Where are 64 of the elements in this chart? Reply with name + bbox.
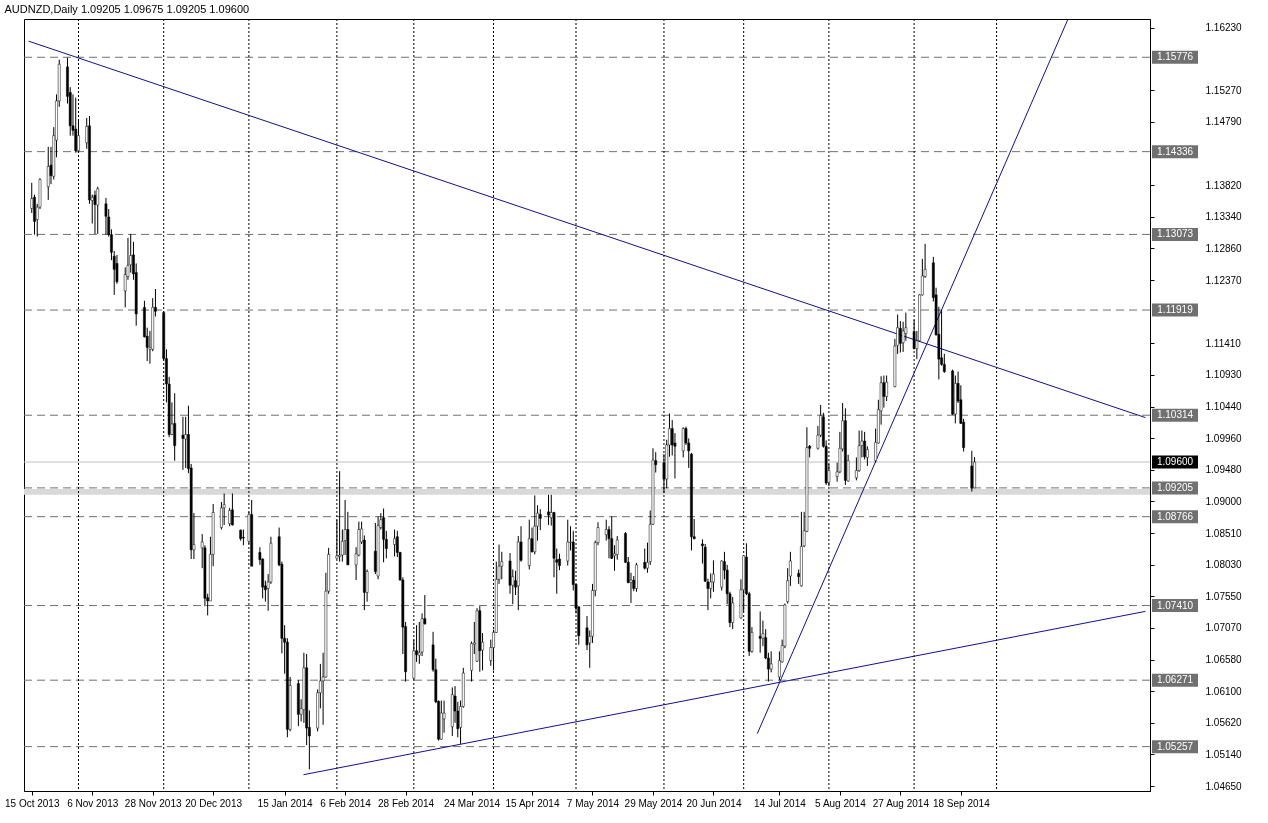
x-tick-label: 7 May 2014: [566, 797, 620, 809]
y-tick-label: 1.11410: [1205, 337, 1242, 349]
candlestick: [547, 494, 550, 526]
y-tick-label: 1.09960: [1205, 432, 1243, 444]
y-tick-label: 1.16230: [1205, 22, 1243, 34]
y-tick-label: 1.09000: [1205, 495, 1243, 507]
candlestick: [173, 392, 177, 462]
candlestick: [104, 197, 108, 236]
x-tick-label: 29 May 2014: [624, 797, 683, 809]
x-tick-label: 28 Feb 2014: [378, 797, 435, 809]
x-tick-label: 18 Sep 2014: [932, 797, 991, 809]
x-tick-label: 27 Aug 2014: [872, 797, 930, 809]
y-tick-label: 1.15270: [1205, 84, 1243, 96]
x-tick-label: 28 Nov 2013: [124, 797, 182, 809]
ref-line-label: 1.09205: [1156, 481, 1194, 493]
candlestick: [681, 426, 685, 458]
y-tick-label: 1.05620: [1205, 717, 1243, 729]
y-tick-label: 1.04650: [1205, 780, 1243, 792]
y-tick-label: 1.07070: [1205, 622, 1243, 634]
y-tick-label: 1.14790: [1205, 116, 1243, 128]
ref-line-label: 1.08766: [1156, 510, 1194, 522]
x-tick-label: 15 Apr 2014: [505, 797, 560, 809]
chart-title: AUDNZD,Daily 1.09205 1.09675 1.09205 1.09600: [4, 3, 250, 15]
x-tick-label: 24 Mar 2014: [443, 797, 501, 809]
y-tick-label: 1.07550: [1205, 590, 1243, 602]
candlestick: [758, 610, 762, 654]
y-tick-label: 1.05140: [1205, 748, 1243, 760]
y-tick-label: 1.13820: [1205, 179, 1243, 191]
x-tick-label: 6 Nov 2013: [67, 797, 119, 809]
candlestick: [231, 492, 234, 527]
ref-line-label: 1.14336: [1156, 145, 1194, 157]
x-tick-label: 20 Jun 2014: [686, 797, 742, 809]
y-tick-label: 1.08030: [1205, 559, 1243, 571]
candlestick: [566, 519, 570, 567]
candlestick: [96, 186, 100, 235]
ref-line-label: 1.09600: [1156, 456, 1194, 468]
y-tick-label: 1.06100: [1205, 685, 1243, 697]
y-tick-label: 1.08510: [1205, 527, 1243, 539]
ref-line-label: 1.13073: [1156, 228, 1194, 240]
ref-line-label: 1.05257: [1156, 740, 1194, 752]
x-tick-label: 20 Dec 2013: [185, 797, 243, 809]
x-tick-label: 5 Aug 2014: [815, 797, 867, 809]
x-tick-label: 15 Jan 2014: [257, 797, 314, 809]
y-tick-label: 1.10440: [1205, 401, 1243, 413]
ref-line-label: 1.10314: [1156, 409, 1194, 421]
ref-line-label: 1.11919: [1157, 304, 1194, 316]
y-tick-label: 1.09480: [1205, 464, 1243, 476]
ref-line-label: 1.06271: [1156, 674, 1194, 686]
x-tick-label: 14 Jul 2014: [754, 797, 807, 809]
ref-line-label: 1.15776: [1156, 51, 1194, 63]
x-tick-label: 15 Oct 2013: [5, 797, 60, 809]
y-tick-label: 1.06580: [1205, 654, 1243, 666]
y-tick-label: 1.12370: [1205, 274, 1243, 286]
candlestick: [393, 529, 396, 557]
ref-line-label: 1.07410: [1156, 599, 1194, 611]
candlestick: [93, 190, 97, 235]
y-tick-label: 1.12860: [1205, 242, 1243, 254]
candlestick: [731, 596, 735, 630]
y-tick-label: 1.13340: [1205, 211, 1243, 223]
candlestick: [222, 492, 226, 526]
x-tick-label: 6 Feb 2014: [320, 797, 372, 809]
y-tick-label: 1.10930: [1205, 369, 1243, 381]
candlestick: [46, 146, 50, 201]
candlestick: [181, 416, 185, 471]
